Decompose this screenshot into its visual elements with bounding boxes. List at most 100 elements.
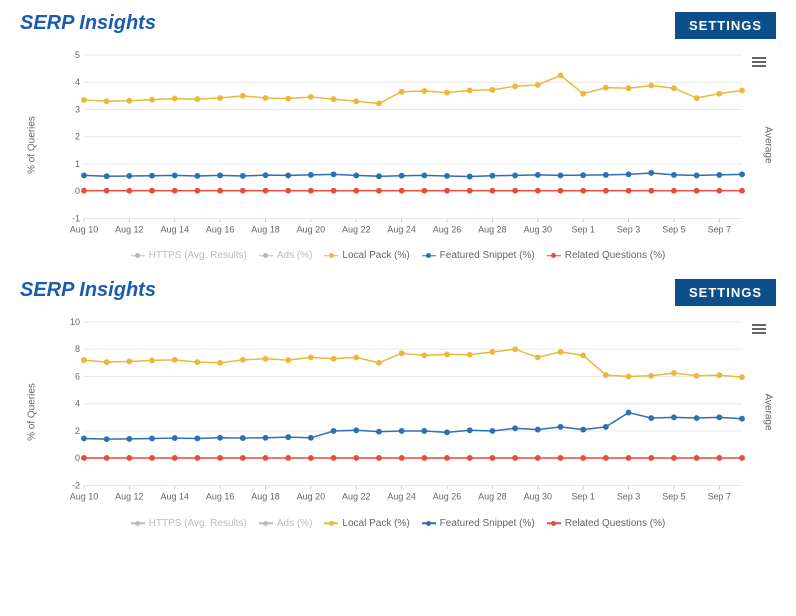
series-marker bbox=[331, 456, 335, 460]
legend-swatch-icon bbox=[324, 252, 338, 260]
legend-item[interactable]: HTTPS (Avg. Results) bbox=[131, 250, 247, 261]
series-marker bbox=[195, 360, 199, 364]
x-tick-label: Aug 30 bbox=[524, 224, 552, 234]
legend-label: HTTPS (Avg. Results) bbox=[149, 518, 247, 529]
series-marker bbox=[445, 431, 449, 435]
series-marker bbox=[173, 188, 177, 192]
series-marker bbox=[445, 456, 449, 460]
series-marker bbox=[173, 96, 177, 100]
series-marker bbox=[558, 350, 562, 354]
x-tick-label: Aug 20 bbox=[297, 224, 325, 234]
series-marker bbox=[513, 456, 517, 460]
x-tick-label: Aug 10 bbox=[70, 224, 98, 234]
x-tick-label: Sep 3 bbox=[617, 224, 640, 234]
series-marker bbox=[740, 172, 744, 176]
right-axis-label: Average bbox=[763, 126, 774, 163]
series-marker bbox=[740, 188, 744, 192]
x-tick-label: Sep 5 bbox=[662, 224, 685, 234]
series-marker bbox=[377, 188, 381, 192]
series-marker bbox=[173, 436, 177, 440]
series-marker bbox=[717, 456, 721, 460]
legend-item[interactable]: Featured Snippet (%) bbox=[422, 250, 535, 261]
series-marker bbox=[558, 456, 562, 460]
series-marker bbox=[218, 173, 222, 177]
series-marker bbox=[218, 456, 222, 460]
series-marker bbox=[445, 174, 449, 178]
series-marker bbox=[422, 188, 426, 192]
series-marker bbox=[218, 361, 222, 365]
series-marker bbox=[604, 373, 608, 377]
x-tick-label: Aug 20 bbox=[297, 492, 325, 502]
series-marker bbox=[354, 188, 358, 192]
legend-item[interactable]: Related Questions (%) bbox=[547, 250, 666, 261]
series-marker bbox=[604, 188, 608, 192]
legend-item[interactable]: Local Pack (%) bbox=[324, 250, 409, 261]
series-marker bbox=[536, 173, 540, 177]
series-marker bbox=[626, 172, 630, 176]
y-tick-label: 4 bbox=[75, 77, 80, 87]
series-marker bbox=[558, 73, 562, 77]
legend-swatch-icon bbox=[259, 519, 273, 527]
chart-menu-icon[interactable] bbox=[752, 322, 766, 336]
legend-item[interactable]: Local Pack (%) bbox=[324, 518, 409, 529]
series-marker bbox=[173, 173, 177, 177]
legend-item[interactable]: Related Questions (%) bbox=[547, 518, 666, 529]
series-marker bbox=[694, 173, 698, 177]
series-marker bbox=[468, 456, 472, 460]
series-marker bbox=[399, 188, 403, 192]
series-marker bbox=[581, 173, 585, 177]
series-marker bbox=[127, 174, 131, 178]
series-marker bbox=[536, 356, 540, 360]
series-marker bbox=[581, 91, 585, 95]
legend-swatch-icon bbox=[259, 252, 273, 260]
series-marker bbox=[717, 188, 721, 192]
series-marker bbox=[604, 425, 608, 429]
series-marker bbox=[399, 174, 403, 178]
series-marker bbox=[309, 173, 313, 177]
chart-menu-icon[interactable] bbox=[752, 55, 766, 69]
series-marker bbox=[399, 352, 403, 356]
y-tick-label: 6 bbox=[75, 372, 80, 382]
x-tick-label: Aug 18 bbox=[251, 492, 279, 502]
x-tick-label: Aug 28 bbox=[478, 224, 506, 234]
series-marker bbox=[127, 99, 131, 103]
y-axis-label: % of Queries bbox=[27, 116, 38, 174]
plot: -1012345Aug 10Aug 12Aug 14Aug 16Aug 18Au… bbox=[70, 45, 748, 244]
series-line bbox=[84, 173, 742, 177]
series-marker bbox=[127, 456, 131, 460]
series-marker bbox=[649, 416, 653, 420]
legend-item[interactable]: Ads (%) bbox=[259, 250, 313, 261]
series-marker bbox=[581, 354, 585, 358]
series-marker bbox=[740, 88, 744, 92]
series-marker bbox=[377, 101, 381, 105]
series-marker bbox=[173, 456, 177, 460]
legend-swatch-icon bbox=[131, 519, 145, 527]
series-marker bbox=[626, 456, 630, 460]
y-tick-label: 3 bbox=[75, 104, 80, 114]
series-marker bbox=[218, 188, 222, 192]
series-marker bbox=[626, 411, 630, 415]
y-tick-label: 0 bbox=[75, 454, 80, 464]
x-tick-label: Aug 24 bbox=[387, 224, 415, 234]
series-marker bbox=[150, 456, 154, 460]
legend: HTTPS (Avg. Results) Ads (%) Local Pack (%… bbox=[20, 244, 776, 263]
series-marker bbox=[195, 97, 199, 101]
settings-button[interactable]: SETTINGS bbox=[675, 12, 776, 39]
legend-item[interactable]: Featured Snippet (%) bbox=[422, 518, 535, 529]
series-marker bbox=[672, 188, 676, 192]
series-marker bbox=[263, 456, 267, 460]
x-tick-label: Aug 26 bbox=[433, 492, 461, 502]
series-marker bbox=[104, 456, 108, 460]
series-marker bbox=[513, 173, 517, 177]
series-marker bbox=[558, 188, 562, 192]
series-marker bbox=[672, 371, 676, 375]
series-marker bbox=[241, 436, 245, 440]
legend-item[interactable]: HTTPS (Avg. Results) bbox=[131, 518, 247, 529]
legend-label: Related Questions (%) bbox=[565, 250, 666, 261]
series-marker bbox=[195, 188, 199, 192]
series-marker bbox=[263, 436, 267, 440]
legend-item[interactable]: Ads (%) bbox=[259, 518, 313, 529]
settings-button[interactable]: SETTINGS bbox=[675, 279, 776, 306]
y-tick-label: -2 bbox=[72, 481, 80, 491]
series-marker bbox=[377, 430, 381, 434]
